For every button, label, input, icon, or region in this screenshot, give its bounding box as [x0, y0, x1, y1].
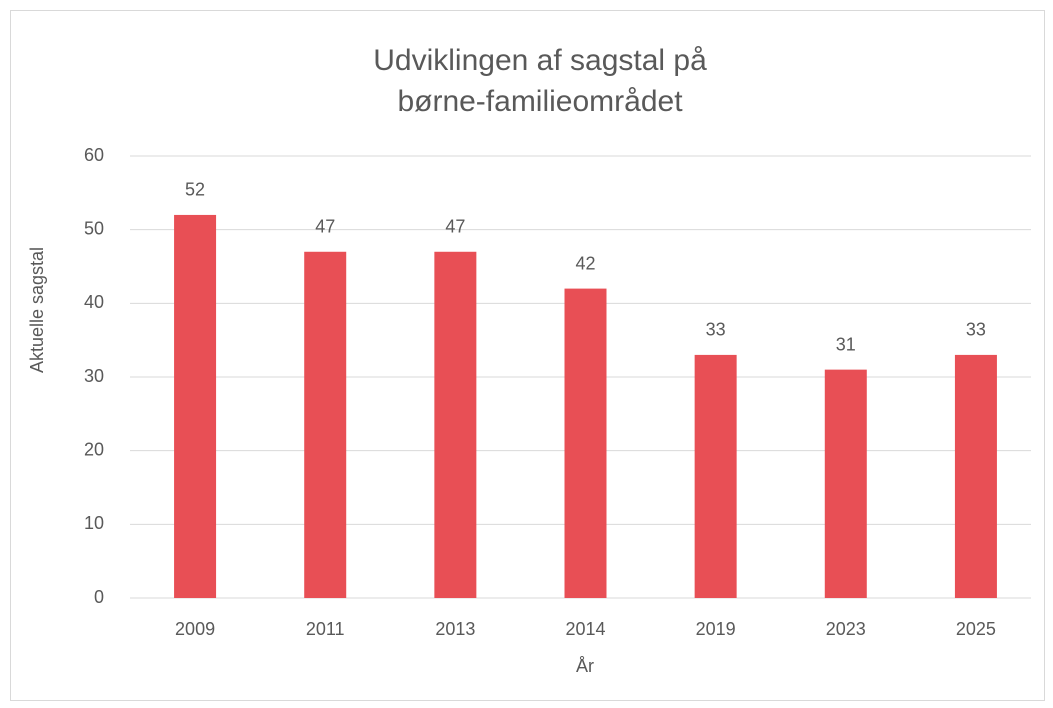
y-tick-label: 60	[84, 145, 104, 165]
x-axis-label: År	[576, 656, 594, 676]
y-tick-label: 40	[84, 292, 104, 312]
x-tick-label: 2009	[175, 619, 215, 639]
bar	[174, 214, 217, 598]
bar	[564, 288, 607, 598]
bar	[824, 369, 867, 598]
data-label: 33	[966, 320, 986, 340]
y-tick-label: 30	[84, 366, 104, 386]
y-tick-label: 50	[84, 218, 104, 238]
data-label: 42	[575, 253, 595, 273]
y-tick-label: 10	[84, 513, 104, 533]
data-label: 31	[836, 334, 856, 354]
bar	[304, 251, 347, 598]
bar	[694, 354, 737, 598]
y-axis-label: Aktuelle sagstal	[27, 247, 47, 373]
x-tick-label: 2025	[956, 619, 996, 639]
y-tick-label: 0	[94, 587, 104, 607]
x-tick-label: 2019	[696, 619, 736, 639]
data-label: 47	[445, 217, 465, 237]
y-tick-label: 20	[84, 439, 104, 459]
data-label: 33	[706, 320, 726, 340]
x-tick-label: 2013	[435, 619, 475, 639]
chart-title: børne-familieområdet	[397, 85, 683, 118]
bar	[954, 354, 997, 598]
x-tick-label: 2023	[826, 619, 866, 639]
bar	[434, 251, 477, 598]
data-label: 47	[315, 217, 335, 237]
chart-title: Udviklingen af sagstal på	[373, 44, 707, 77]
x-tick-label: 2014	[565, 619, 605, 639]
x-tick-label: 2011	[306, 619, 345, 639]
data-label: 52	[185, 180, 205, 200]
